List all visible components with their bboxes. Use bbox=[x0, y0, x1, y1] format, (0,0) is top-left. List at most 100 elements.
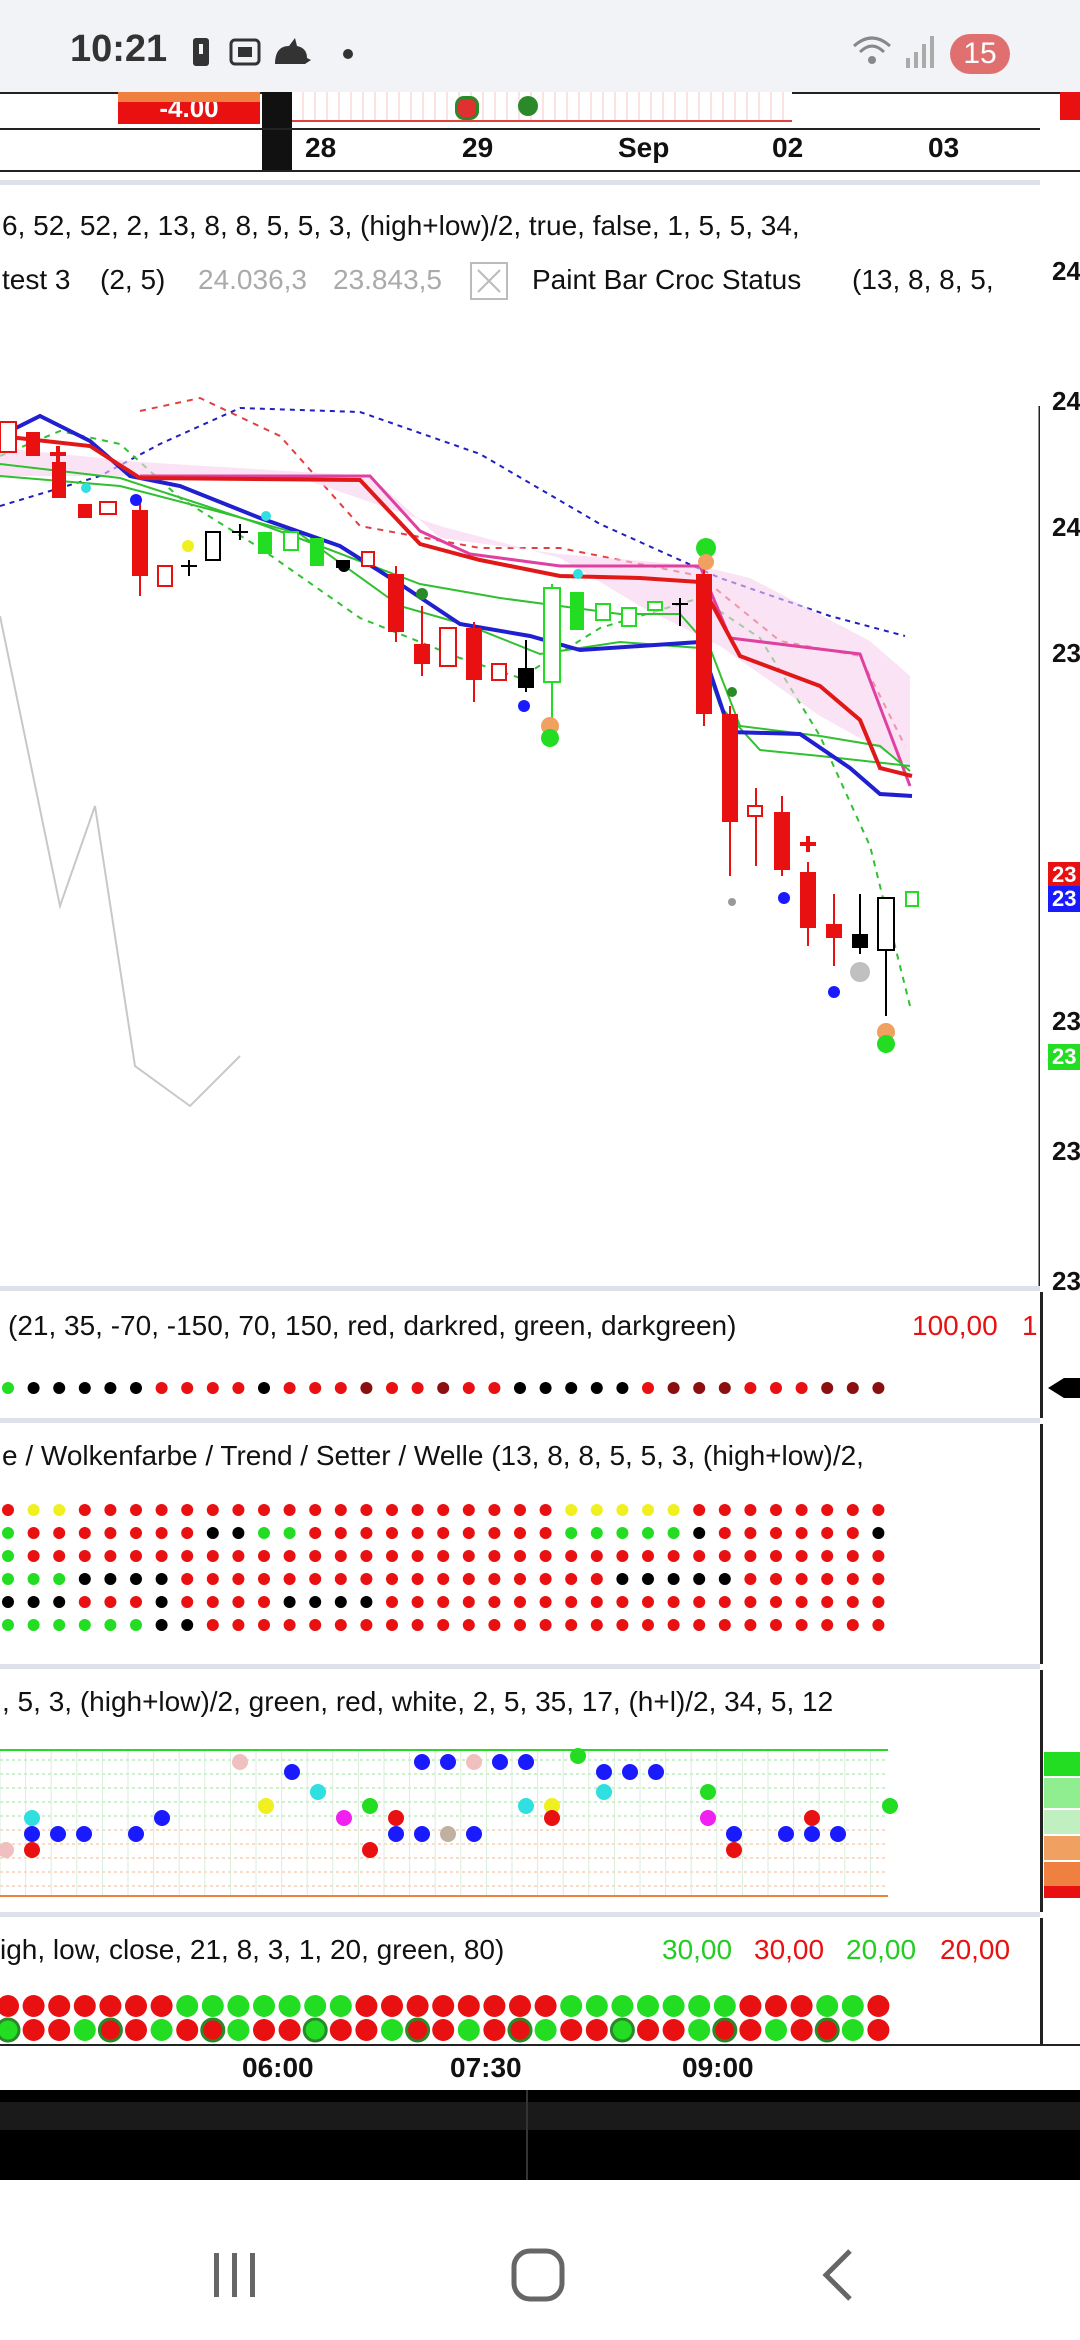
signal-dot bbox=[104, 1550, 117, 1562]
signal-dot bbox=[514, 1382, 526, 1394]
signal-dot bbox=[27, 1527, 40, 1539]
signal-dot bbox=[150, 1995, 173, 2017]
signal-dot bbox=[872, 1504, 885, 1516]
signal-dot bbox=[283, 1550, 296, 1562]
battery-badge: 15 bbox=[950, 34, 1010, 74]
indicator-value-2: 23.843,5 bbox=[333, 264, 442, 295]
signal-dot bbox=[53, 1550, 66, 1562]
signal-dot bbox=[27, 1596, 40, 1608]
panel2-dots bbox=[2, 1378, 1080, 1398]
signal-dot bbox=[388, 1826, 404, 1842]
signal-dot bbox=[816, 1995, 839, 2017]
signal-dot bbox=[2, 1504, 14, 1516]
signal-dot bbox=[232, 1596, 245, 1608]
signal-dot bbox=[386, 1382, 398, 1394]
signal-dot bbox=[544, 1798, 560, 1814]
indicator-panel-2[interactable]: (21, 35, -70, -150, 70, 150, red, darkre… bbox=[0, 1292, 1080, 1418]
indicator-panel-5[interactable]: igh, low, close, 21, 8, 3, 1, 20, green,… bbox=[0, 1918, 1080, 2044]
signal-dot bbox=[206, 1382, 219, 1394]
signal-dot bbox=[830, 1826, 846, 1842]
signal-dot bbox=[360, 1550, 373, 1562]
signal-dot bbox=[329, 1995, 352, 2017]
signal-dot bbox=[867, 2019, 890, 2041]
signal-dot bbox=[206, 1573, 219, 1585]
signal-dot bbox=[2, 1596, 14, 1608]
signal-dot bbox=[590, 1504, 603, 1516]
signal-dot bbox=[565, 1550, 578, 1562]
panel5-value-3: 20,00 bbox=[846, 1934, 917, 1965]
signal-dot bbox=[258, 1550, 270, 1562]
signal-dot bbox=[744, 1619, 757, 1631]
signal-dot bbox=[770, 1382, 782, 1394]
signal-dot bbox=[726, 1842, 742, 1858]
signal-dot bbox=[462, 1550, 475, 1562]
signal-dot bbox=[48, 1995, 71, 2017]
signal-dot bbox=[283, 1619, 296, 1631]
signal-dot bbox=[200, 2017, 226, 2043]
signal-dot bbox=[877, 1035, 895, 1053]
signal-dot bbox=[73, 1995, 96, 2017]
signal-dot bbox=[462, 1382, 475, 1394]
indicator-panel-4[interactable]: , 5, 3, (high+low)/2, green, red, white,… bbox=[0, 1670, 1080, 1912]
home-icon[interactable] bbox=[506, 2243, 570, 2307]
price-tag-green: 23 bbox=[1048, 1044, 1080, 1070]
candle bbox=[491, 663, 507, 681]
signal-dot bbox=[637, 1995, 659, 2017]
signal-dot bbox=[155, 1619, 168, 1631]
indicator-panel-3[interactable]: e / Wolkenfarbe / Trend / Setter / Welle… bbox=[0, 1424, 1080, 1664]
signal-dot bbox=[700, 1810, 716, 1826]
signal-dot bbox=[182, 540, 194, 552]
signal-dot bbox=[718, 1550, 731, 1562]
signal-dot bbox=[155, 1573, 168, 1585]
time-label-0900: 09:00 bbox=[682, 2052, 754, 2083]
signal-dot bbox=[411, 1550, 424, 1562]
signal-dot bbox=[611, 1995, 634, 2017]
signal-dot bbox=[130, 1619, 142, 1631]
signal-dot bbox=[334, 1382, 347, 1394]
signal-dot bbox=[227, 1995, 250, 2017]
signal-dot bbox=[616, 1596, 629, 1608]
red-line bbox=[0, 434, 913, 778]
signal-dot bbox=[488, 1504, 501, 1516]
paint-bar-params: (13, 8, 8, 5, bbox=[852, 264, 994, 295]
signal-dot bbox=[130, 1550, 142, 1562]
candle bbox=[310, 538, 324, 566]
signal-dot bbox=[693, 1550, 706, 1562]
signal-dot bbox=[304, 1995, 327, 2017]
right-axis-label: 24 bbox=[1052, 386, 1080, 416]
signal-dot bbox=[334, 1596, 347, 1608]
signal-dot bbox=[130, 1573, 142, 1585]
signal-dot bbox=[125, 2019, 147, 2041]
recent-apps-icon[interactable] bbox=[206, 2245, 266, 2305]
signal-dot bbox=[258, 1573, 270, 1585]
signal-dot bbox=[411, 1504, 424, 1516]
scrollbar-area[interactable] bbox=[0, 2090, 1080, 2180]
signal-dot bbox=[437, 1573, 450, 1585]
signal-dot bbox=[355, 1995, 378, 2017]
signal-dot bbox=[728, 898, 736, 906]
signal-dot bbox=[872, 1573, 885, 1585]
price-chart[interactable] bbox=[0, 186, 1040, 1286]
candle bbox=[722, 714, 738, 822]
signal-dot bbox=[744, 1504, 757, 1516]
signal-dot bbox=[362, 1842, 378, 1858]
close-indicator-icon[interactable] bbox=[470, 262, 508, 300]
candle bbox=[905, 891, 919, 907]
status-bar: 10:21 15 bbox=[0, 0, 1080, 92]
signal-dot bbox=[309, 1619, 322, 1631]
signal-dot bbox=[284, 1764, 300, 1780]
right-axis-label: 23 bbox=[1052, 638, 1080, 668]
signal-dot bbox=[78, 1527, 91, 1539]
signal-dot bbox=[130, 1596, 142, 1608]
back-icon[interactable] bbox=[810, 2245, 870, 2305]
signal-dot bbox=[81, 483, 91, 493]
signal-dot bbox=[414, 1826, 430, 1842]
signal-dot bbox=[334, 1527, 347, 1539]
red-cross-marker bbox=[800, 836, 816, 852]
signal-dot bbox=[744, 1550, 757, 1562]
main-price-panel[interactable]: 6, 52, 52, 2, 13, 8, 8, 5, 5, 3, (high+l… bbox=[0, 186, 1080, 1296]
signal-dot bbox=[329, 2019, 352, 2041]
signal-dot bbox=[841, 2019, 864, 2041]
signal-dot bbox=[539, 1619, 552, 1631]
signal-dot bbox=[206, 1619, 219, 1631]
